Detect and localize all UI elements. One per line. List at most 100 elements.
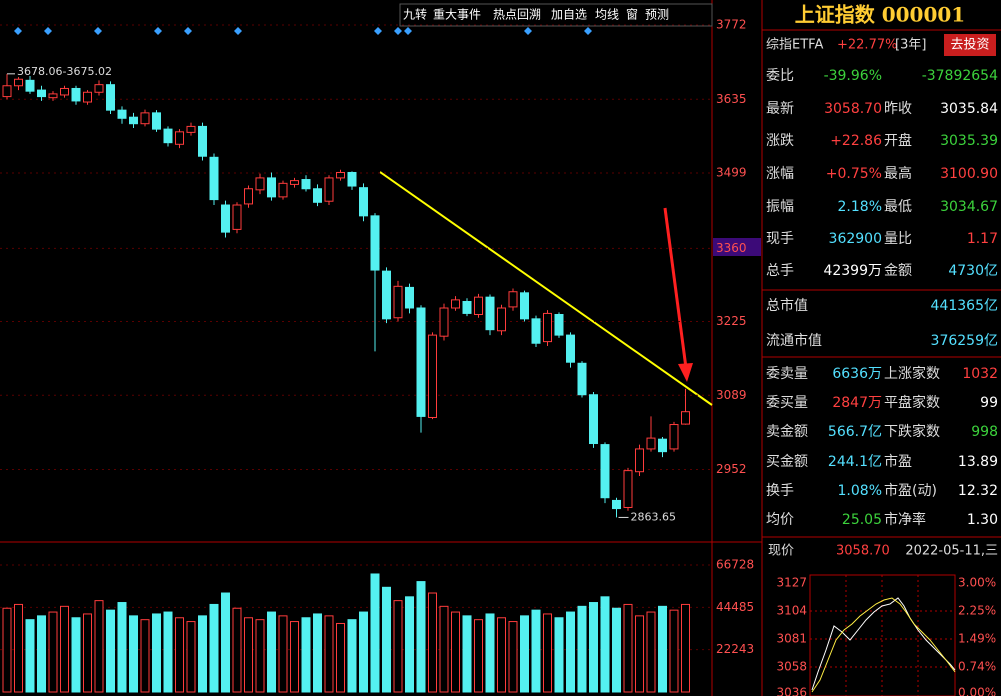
volume-bar: [359, 611, 368, 693]
volume-bar: [313, 613, 322, 693]
quote-cell: 涨跌: [766, 133, 794, 149]
toolbar-button[interactable]: 加自选: [551, 8, 587, 22]
current-tick-box: [713, 238, 761, 256]
volume-bar: [186, 621, 196, 693]
volume-bar: [600, 596, 610, 693]
trend-line: [379, 171, 713, 406]
mini-left-tick: 3036: [776, 686, 807, 696]
quote-cell: +0.75%: [826, 166, 882, 182]
quote-cell: 均价: [766, 512, 794, 528]
quote-cell: 最新: [766, 101, 794, 117]
volume-bar: [635, 615, 644, 693]
volume-bar: [554, 617, 564, 693]
quote-cell: 最高: [884, 165, 912, 182]
quote-cell: 42399万: [823, 263, 882, 279]
volume-bar: [531, 609, 541, 693]
quote-cell: 委买量: [766, 395, 808, 411]
invest-button-label[interactable]: 去投资: [950, 37, 989, 53]
candle-body: [324, 177, 334, 202]
toolbar-button[interactable]: 九转: [403, 7, 427, 22]
candle-body: [140, 112, 150, 125]
candle-body: [623, 470, 633, 508]
volume-bar: [267, 611, 276, 693]
quote-cell: 376259亿: [931, 333, 998, 349]
candle-body: [232, 204, 242, 230]
y-tick-label: 2952: [716, 462, 747, 476]
quote-cell: 现手: [766, 231, 794, 247]
volume-bar: [48, 611, 58, 693]
quote-cell: -37892654: [922, 68, 998, 84]
y-tick-label: 3089: [716, 388, 747, 402]
volume-bar: [405, 596, 414, 693]
candle-body: [94, 84, 104, 93]
quote-cell: 25.05: [842, 512, 882, 528]
candle-body: [681, 411, 690, 425]
quote-cell: 市净率: [884, 511, 926, 528]
quote-cell: 13.89: [958, 454, 998, 470]
quote-cell: 3035.84: [940, 101, 998, 117]
candle-body: [175, 131, 184, 145]
candle-body: [543, 312, 552, 343]
volume-bar: [462, 615, 472, 693]
mini-grid: [810, 575, 955, 696]
invest-button[interactable]: [944, 34, 996, 56]
volume-bar: [2, 607, 12, 693]
volume-bar: [278, 615, 288, 693]
volume-bar: [543, 613, 552, 693]
mini-price: 3058.70: [836, 544, 890, 559]
quote-cell: 涨幅: [766, 166, 794, 182]
quote-cell: 总市值: [766, 297, 808, 314]
toolbar-button[interactable]: 均线: [595, 8, 619, 22]
toolbar-button[interactable]: 预测: [645, 8, 669, 22]
mini-date: 2022-05-11,三: [905, 544, 998, 559]
volume-tick-label: 44485: [716, 600, 754, 614]
candle-body: [301, 179, 311, 190]
volume-bar: [324, 615, 334, 693]
volume-bar: [198, 615, 207, 693]
candle-body: [474, 296, 483, 316]
candle-body: [416, 307, 426, 417]
quote-cell: 99: [980, 395, 998, 411]
quote-cell: 平盘家数: [884, 394, 940, 411]
quote-cell: 3058.70: [824, 101, 882, 117]
candle-body: [428, 334, 437, 418]
toolbar-button[interactable]: 窗: [626, 8, 638, 22]
volume-bar: [163, 611, 173, 693]
arrow: [663, 207, 688, 369]
etf-change: +22.77%: [837, 38, 897, 53]
volume-bar: [508, 621, 518, 693]
event-markers: [14, 27, 592, 35]
quote-cell: 上涨家数: [884, 365, 940, 382]
candle-body: [485, 296, 495, 331]
quote-cell: 2847万: [832, 395, 882, 411]
candle-body: [221, 204, 230, 233]
toolbar-button[interactable]: 重大事件: [433, 8, 481, 22]
candle-body: [508, 291, 518, 308]
candle-body: [152, 112, 161, 130]
quote-cell: 市盈(动): [884, 482, 937, 499]
quote-cell: 下跌家数: [884, 423, 940, 440]
volume-bar: [94, 600, 104, 693]
candle-body: [71, 87, 81, 102]
candle-body: [163, 128, 173, 144]
annotation: 3678.06-3675.02: [17, 65, 112, 78]
quote-cell: 振幅: [766, 199, 794, 215]
quote-cell: 998: [971, 424, 998, 440]
volume-bar: [209, 603, 219, 693]
volume-bar: [577, 605, 587, 693]
candle-body: [186, 125, 196, 133]
candle-body: [405, 286, 414, 309]
candle-body: [106, 84, 115, 111]
volume-bar: [60, 605, 69, 693]
toolbar-button[interactable]: 热点回溯: [493, 7, 541, 22]
quote-cell: 金额: [884, 263, 912, 279]
mini-right-tick: 3.00%: [958, 576, 996, 590]
candle-body: [439, 307, 449, 337]
quote-cell: 566.7亿: [828, 424, 882, 440]
mini-right-tick: 2.25%: [958, 604, 996, 618]
volume-bar: [83, 613, 92, 693]
volume-bar: [451, 611, 460, 693]
candle-body: [244, 188, 253, 205]
volume-bar: [623, 603, 633, 693]
candle-body: [577, 362, 587, 396]
